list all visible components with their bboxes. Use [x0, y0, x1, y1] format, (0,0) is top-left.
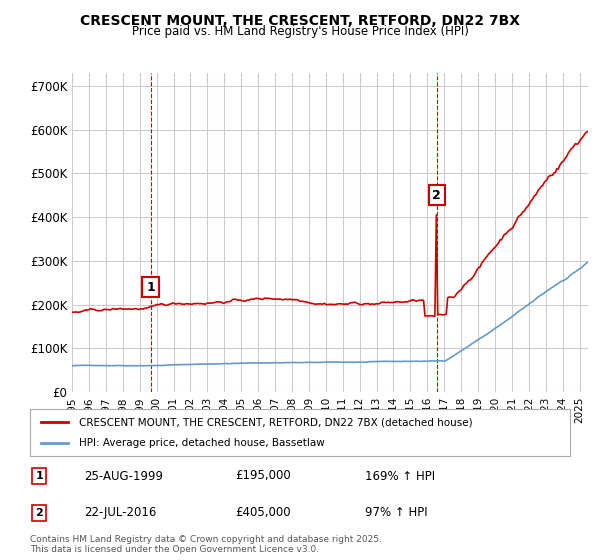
- Text: 169% ↑ HPI: 169% ↑ HPI: [365, 469, 435, 483]
- Text: 97% ↑ HPI: 97% ↑ HPI: [365, 506, 427, 520]
- Text: £405,000: £405,000: [235, 506, 291, 520]
- Text: 25-AUG-1999: 25-AUG-1999: [84, 469, 163, 483]
- Text: 2: 2: [432, 189, 441, 202]
- Text: 1: 1: [35, 471, 43, 481]
- Text: Price paid vs. HM Land Registry's House Price Index (HPI): Price paid vs. HM Land Registry's House …: [131, 25, 469, 38]
- Text: HPI: Average price, detached house, Bassetlaw: HPI: Average price, detached house, Bass…: [79, 438, 325, 448]
- Text: CRESCENT MOUNT, THE CRESCENT, RETFORD, DN22 7BX (detached house): CRESCENT MOUNT, THE CRESCENT, RETFORD, D…: [79, 417, 472, 427]
- Text: 1: 1: [146, 281, 155, 293]
- Text: CRESCENT MOUNT, THE CRESCENT, RETFORD, DN22 7BX: CRESCENT MOUNT, THE CRESCENT, RETFORD, D…: [80, 14, 520, 28]
- Text: Contains HM Land Registry data © Crown copyright and database right 2025.
This d: Contains HM Land Registry data © Crown c…: [30, 535, 382, 554]
- Text: £195,000: £195,000: [235, 469, 291, 483]
- Text: 22-JUL-2016: 22-JUL-2016: [84, 506, 157, 520]
- Text: 2: 2: [35, 508, 43, 518]
